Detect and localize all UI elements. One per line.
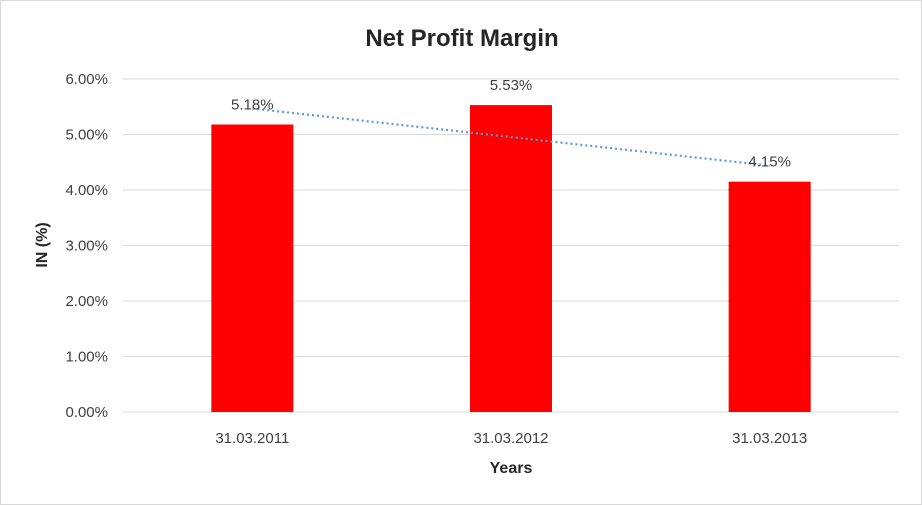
y-axis-tick-labels: 0.00% 1.00% 2.00% 3.00% 4.00% 5.00% 6.00% — [65, 71, 108, 421]
x-tick-label: 31.03.2013 — [732, 430, 807, 447]
y-tick-label: 5.00% — [65, 127, 108, 144]
x-axis-tick-labels: 31.03.2011 31.03.2012 31.03.2013 — [215, 430, 807, 447]
data-label: 4.15% — [748, 154, 791, 171]
y-tick-label: 4.00% — [65, 182, 108, 199]
y-tick-label: 6.00% — [65, 71, 108, 88]
data-label: 5.53% — [490, 77, 533, 94]
y-axis-title: IN (%) — [34, 222, 51, 267]
bar — [728, 181, 811, 412]
x-axis-title: Years — [490, 460, 533, 477]
x-tick-label: 31.03.2011 — [215, 430, 289, 447]
trendline-path — [252, 107, 770, 167]
bar — [211, 124, 294, 412]
y-tick-label: 1.00% — [65, 349, 108, 366]
chart-title: Net Profit Margin — [365, 25, 558, 52]
bars — [211, 105, 811, 413]
y-tick-label: 3.00% — [65, 238, 108, 255]
y-tick-label: 0.00% — [65, 404, 108, 421]
data-labels: 5.18% 5.53% 4.15% — [231, 77, 791, 171]
bar — [470, 105, 552, 413]
data-label: 5.18% — [231, 97, 274, 114]
trendline — [252, 107, 770, 167]
y-tick-label: 2.00% — [65, 293, 108, 310]
x-tick-label: 31.03.2012 — [473, 430, 548, 447]
